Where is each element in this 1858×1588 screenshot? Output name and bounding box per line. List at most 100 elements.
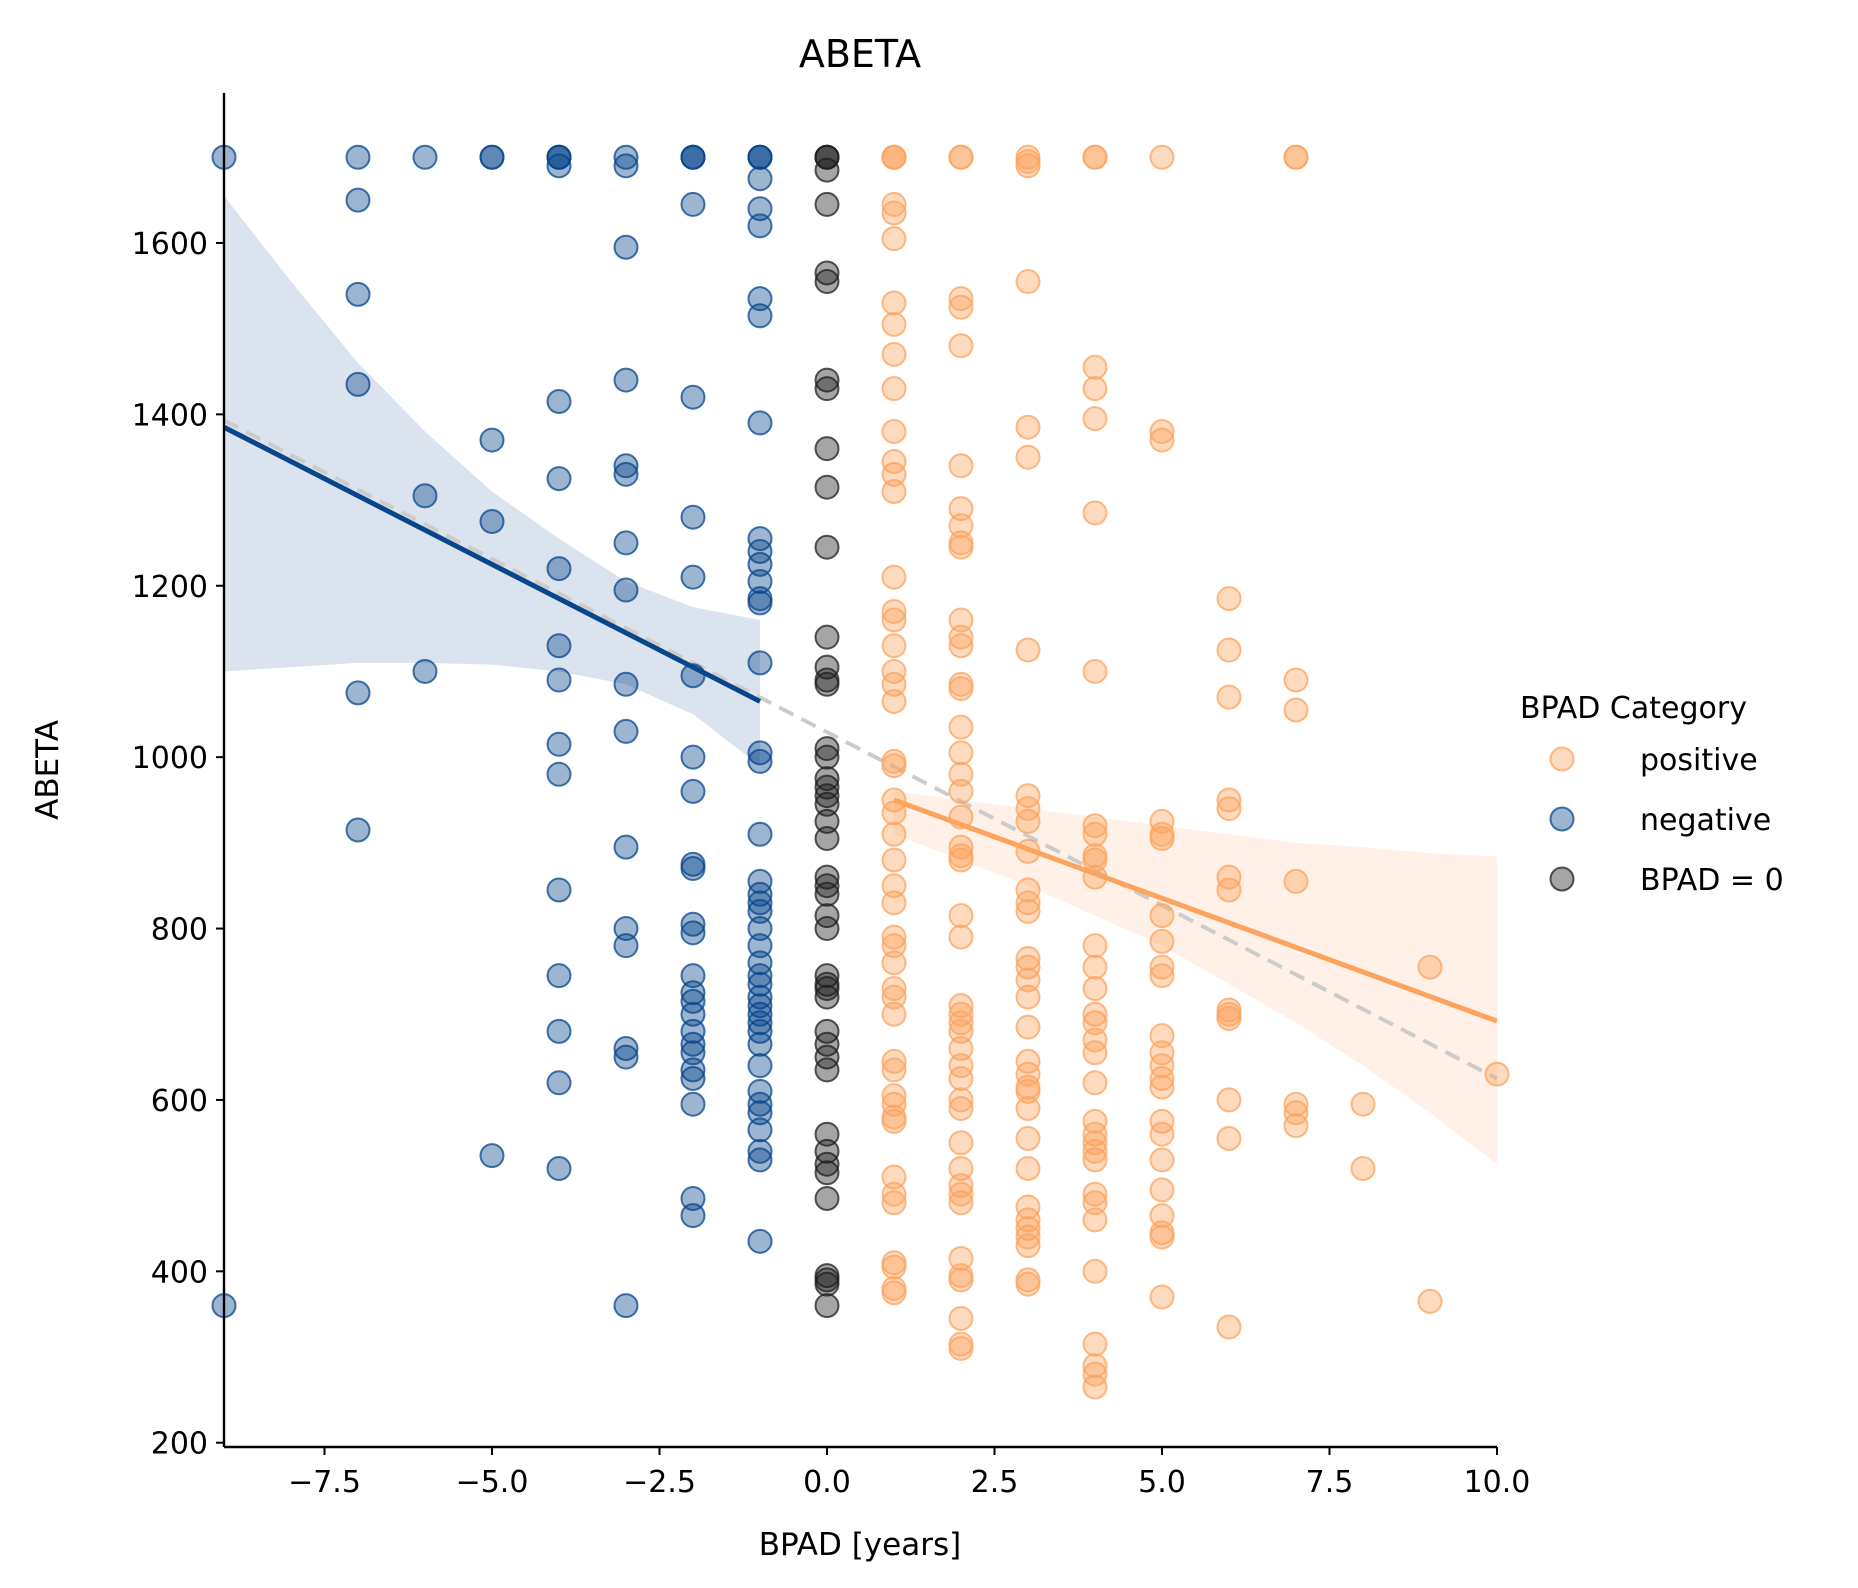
point-negative (546, 1155, 572, 1181)
series-negative (211, 144, 773, 1319)
point-positive (881, 950, 907, 976)
point-negative (680, 778, 706, 804)
point-negative (747, 1078, 773, 1104)
point-bpad-0 (814, 157, 840, 183)
point-negative (546, 761, 572, 787)
point-positive (1149, 144, 1175, 170)
x-tick-label: 5.0 (1138, 1465, 1186, 1500)
series-positive (881, 144, 1510, 1400)
x-tick-label: 2.5 (971, 1465, 1019, 1500)
point-positive (881, 1280, 907, 1306)
point-positive (1015, 269, 1041, 295)
point-positive (881, 144, 907, 170)
point-negative (747, 1053, 773, 1079)
point-positive (1082, 1027, 1108, 1053)
point-negative (680, 856, 706, 882)
legend-marker-negative (1549, 806, 1575, 832)
point-negative (680, 504, 706, 530)
point-bpad-0 (814, 1185, 840, 1211)
point-negative (613, 144, 639, 170)
point-bpad-0 (814, 1057, 840, 1083)
point-negative (613, 933, 639, 959)
x-tick-label: −7.5 (288, 1465, 361, 1500)
point-positive (1149, 427, 1175, 453)
point-positive (1283, 1091, 1309, 1117)
point-negative (747, 963, 773, 989)
point-negative (680, 988, 706, 1014)
point-positive (1015, 946, 1041, 972)
point-negative (680, 1091, 706, 1117)
point-positive (881, 821, 907, 847)
point-positive (1082, 376, 1108, 402)
point-bpad-0 (814, 654, 840, 680)
point-negative (747, 1117, 773, 1143)
point-positive (948, 847, 974, 873)
point-bpad-0 (814, 976, 840, 1002)
legend-label-negative: negative (1640, 803, 1771, 838)
point-bpad-0 (814, 744, 840, 770)
point-bpad-0 (814, 624, 840, 650)
point-positive (1082, 1010, 1108, 1036)
point-bpad-0 (814, 881, 840, 907)
point-bpad-0 (814, 367, 840, 393)
point-bpad-0 (814, 963, 840, 989)
point-negative (747, 1228, 773, 1254)
point-positive (948, 1130, 974, 1156)
point-positive (1015, 984, 1041, 1010)
point-positive (948, 513, 974, 539)
point-positive (1082, 1207, 1108, 1233)
point-positive (948, 1173, 974, 1199)
point-positive (948, 1066, 974, 1092)
series-bpad-0 (814, 144, 840, 1319)
point-positive (1149, 903, 1175, 929)
point-positive (1216, 1006, 1242, 1032)
point-positive (1149, 954, 1175, 980)
point-positive (881, 924, 907, 950)
point-bpad-0 (814, 903, 840, 929)
point-positive (1082, 976, 1108, 1002)
point-negative (747, 950, 773, 976)
point-bpad-0 (814, 1160, 840, 1186)
point-positive (1283, 697, 1309, 723)
point-bpad-0 (814, 783, 840, 809)
point-negative (680, 1185, 706, 1211)
point-bpad-0 (814, 1271, 840, 1297)
point-negative (479, 144, 505, 170)
point-positive (1149, 808, 1175, 834)
point-negative (546, 963, 572, 989)
point-positive (881, 478, 907, 504)
point-bpad-0 (814, 1121, 840, 1147)
point-positive (1082, 1353, 1108, 1379)
point-bpad-0 (814, 376, 840, 402)
point-positive (881, 633, 907, 659)
legend-marker-positive (1549, 746, 1575, 772)
point-positive (1082, 1130, 1108, 1156)
point-positive (1082, 1181, 1108, 1207)
point-bpad-0 (814, 873, 840, 899)
point-bpad-0 (814, 191, 840, 217)
point-positive (881, 890, 907, 916)
point-negative (345, 187, 371, 213)
y-tick-label: 600 (151, 1084, 208, 1119)
y-tick-label: 1400 (132, 398, 208, 433)
point-positive (881, 873, 907, 899)
point-bpad-0 (814, 474, 840, 500)
legend-label-positive: positive (1640, 743, 1758, 778)
point-bpad-0 (814, 534, 840, 560)
point-positive (1015, 1215, 1041, 1241)
point-positive (1149, 1040, 1175, 1066)
point-positive (881, 1057, 907, 1083)
point-negative (546, 1070, 572, 1096)
point-positive (1015, 1194, 1041, 1220)
point-bpad-0 (814, 1018, 840, 1044)
point-positive (1149, 1074, 1175, 1100)
point-positive (881, 376, 907, 402)
point-positive (948, 453, 974, 479)
point-positive (881, 564, 907, 590)
point-negative (546, 556, 572, 582)
point-negative (613, 461, 639, 487)
point-negative (747, 286, 773, 312)
point-positive (881, 341, 907, 367)
point-positive (1283, 1113, 1309, 1139)
point-positive (1082, 144, 1108, 170)
